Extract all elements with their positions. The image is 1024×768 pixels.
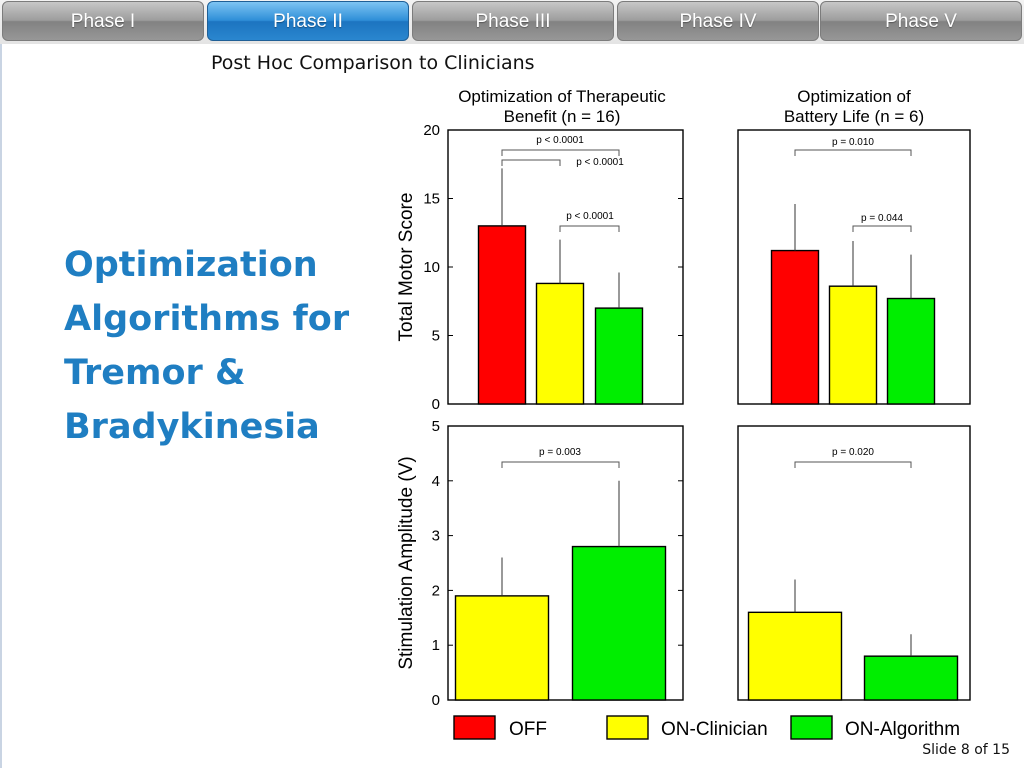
significance-bracket: [501, 461, 620, 468]
panel-1-ytick-label: 10: [423, 259, 440, 276]
tab-phase-5[interactable]: Phase V: [820, 1, 1022, 41]
tab-phase-1[interactable]: Phase I: [2, 1, 204, 41]
significance-label: p = 0.020: [832, 447, 874, 458]
slide-left-border: [0, 44, 2, 768]
bar-on-clinician: [535, 282, 585, 405]
column-title-1-line-1: Optimization of Therapeutic: [458, 87, 666, 106]
panel-3-ytick-label: 5: [432, 418, 440, 435]
significance-bracket: [794, 149, 912, 156]
heading-line-2: Algorithms for: [64, 299, 350, 339]
tab-phase-4[interactable]: Phase IV: [617, 1, 819, 41]
panel-3-ytick-label: 0: [432, 692, 440, 709]
bar-off: [770, 249, 820, 405]
panel-3-ytick-label: 1: [432, 637, 440, 654]
panel-4-frame: [737, 425, 971, 701]
legend-label-on-algorithm: ON-Algorithm: [845, 719, 960, 740]
tab-phase-3[interactable]: Phase III: [412, 1, 614, 41]
legend-label-on-clinician: ON-Clinician: [661, 719, 768, 740]
slide-subtitle: Post Hoc Comparison to Clinicians: [211, 52, 535, 74]
significance-bracket: [501, 149, 620, 156]
bar-off: [477, 225, 527, 405]
slide-heading: Optimization Algorithms for Tremor & Bra…: [64, 238, 364, 454]
heading-line-3: Tremor &: [64, 353, 246, 393]
phase-tab-bar: Phase I Phase II Phase III Phase IV Phas…: [0, 0, 1024, 44]
bar-on-clinician: [828, 285, 878, 405]
bar-on-clinician: [747, 611, 843, 701]
bar-on-algorithm: [594, 307, 644, 405]
panel-3-ytick-label: 4: [432, 473, 440, 490]
significance-label: p < 0.0001: [566, 211, 614, 222]
heading-line-1: Optimization: [64, 245, 318, 285]
significance-bracket: [559, 225, 620, 232]
panel-1-ytick-label: 20: [423, 122, 440, 139]
significance-label: p < 0.0001: [536, 135, 584, 146]
bar-on-algorithm: [863, 655, 959, 701]
panel-3-ytick-label: 3: [432, 528, 440, 545]
tab-phase-2[interactable]: Phase II: [207, 1, 409, 41]
significance-bracket: [852, 225, 912, 232]
significance-bracket: [794, 461, 912, 468]
column-title-2-line-2: Battery Life (n = 6): [784, 107, 924, 126]
panel-1-ytick-label: 5: [432, 328, 440, 345]
legend-label-off: OFF: [509, 719, 547, 740]
panel-3-frame: [447, 425, 684, 701]
significance-bracket: [501, 159, 561, 166]
bar-on-algorithm: [571, 545, 667, 701]
significance-label: p = 0.003: [539, 447, 581, 458]
bar-on-clinician: [454, 595, 550, 701]
legend-swatch-on-algorithm: [790, 715, 833, 740]
y-axis-label-2: Stimulation Amplitude (V): [396, 456, 417, 669]
significance-label: p = 0.010: [832, 137, 874, 148]
legend-swatch-off: [453, 715, 496, 740]
significance-label: p < 0.0001: [576, 157, 624, 168]
column-title-2-line-1: Optimization of: [797, 87, 911, 106]
y-axis-label-1: Total Motor Score: [396, 193, 417, 342]
significance-label: p = 0.044: [861, 213, 903, 224]
heading-line-4: Bradykinesia: [64, 407, 320, 447]
column-title-1-line-2: Benefit (n = 16): [504, 107, 621, 126]
panel-1-ytick-label: 15: [423, 191, 440, 208]
panel-1-ytick-label: 0: [432, 396, 440, 413]
panel-3-ytick-label: 2: [432, 582, 440, 599]
bar-on-algorithm: [886, 297, 936, 405]
legend-swatch-on-clinician: [606, 715, 649, 740]
slide-number: Slide 8 of 15: [922, 742, 1010, 758]
